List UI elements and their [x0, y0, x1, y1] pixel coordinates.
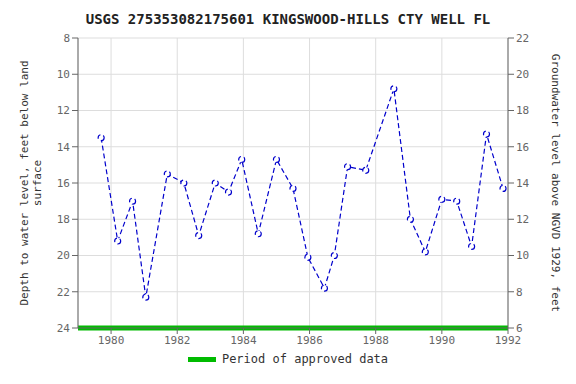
svg-text:12: 12 — [57, 104, 70, 117]
svg-text:6: 6 — [516, 322, 523, 335]
svg-text:18: 18 — [516, 104, 529, 117]
svg-text:20: 20 — [516, 68, 529, 81]
svg-text:22: 22 — [57, 286, 70, 299]
html-text:USGS 275353082175601 KINGSWOOD: USGS 275353082175601 KINGSWOOD-HILLS CTY… — [85, 11, 491, 27]
svg-text:12: 12 — [516, 213, 529, 226]
svg-text:14: 14 — [57, 141, 71, 154]
svg-text:1992: 1992 — [495, 334, 522, 347]
svg-text:14: 14 — [516, 177, 530, 190]
svg-text:1986: 1986 — [296, 334, 323, 347]
svg-text:24: 24 — [57, 322, 71, 335]
svg-text:8: 8 — [63, 32, 70, 45]
svg-text:22: 22 — [516, 32, 529, 45]
svg-text:Groundwater level above NGVD 1: Groundwater level above NGVD 1929, feet — [549, 54, 562, 312]
svg-text:16: 16 — [516, 141, 529, 154]
svg-text:1988: 1988 — [362, 334, 389, 347]
svg-text:18: 18 — [57, 213, 70, 226]
svg-text:Depth to water level, feet bel: Depth to water level, feet below landsur… — [18, 60, 44, 305]
svg-text:1980: 1980 — [98, 334, 125, 347]
svg-text:10: 10 — [57, 68, 70, 81]
svg-text:16: 16 — [57, 177, 70, 190]
svg-text:1984: 1984 — [230, 334, 257, 347]
svg-text:1982: 1982 — [164, 334, 191, 347]
svg-text:1990: 1990 — [429, 334, 456, 347]
svg-text:8: 8 — [516, 286, 523, 299]
svg-text:20: 20 — [57, 249, 70, 262]
html-text:Period of approved data: Period of approved data — [221, 352, 389, 366]
svg-text:10: 10 — [516, 249, 529, 262]
